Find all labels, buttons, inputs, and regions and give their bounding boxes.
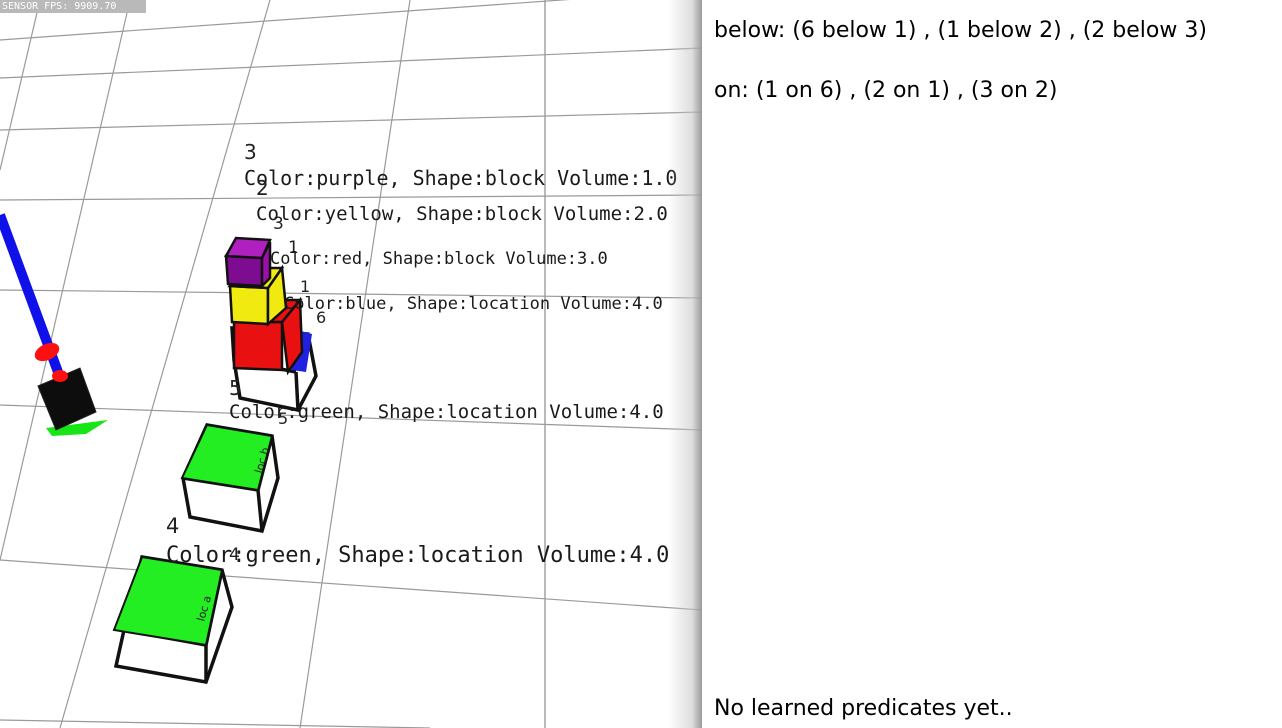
simulation-viewport[interactable]: loc a loc b 3 Color:purple, Shape:block … — [0, 0, 702, 728]
object-4-id: 4 — [166, 514, 180, 538]
object-6-description: Color:blue, Shape:location Volume:4.0 — [284, 294, 663, 314]
object-4-small-id: 4 — [229, 545, 240, 565]
below-label: below: — [714, 18, 786, 43]
below-predicates: below: (6 below 1) , (1 below 2) , (2 be… — [714, 18, 1207, 43]
object-2-id: 2 — [256, 176, 269, 200]
on-pair: (2 on 1) — [863, 78, 950, 103]
block-3-purple — [223, 236, 272, 290]
robot-arm — [0, 213, 108, 436]
object-5-small-id: 5 — [278, 409, 289, 428]
object-6-id: 6 — [316, 308, 327, 327]
object-2-small-id: 1 — [300, 277, 311, 296]
on-predicates: on: (1 on 6) , (2 on 1) , (3 on 2) — [714, 78, 1058, 103]
viewport-edge-shadow — [668, 0, 702, 728]
predicate-panel: below: (6 below 1) , (1 below 2) , (2 be… — [702, 0, 1282, 728]
object-4-description: Color:green, Shape:location Volume:4.0 — [166, 543, 670, 568]
learned-predicates-status: No learned predicates yet.. — [714, 696, 1013, 721]
object-5-id: 5 — [229, 376, 242, 400]
ground-grid — [0, 0, 702, 728]
location-4-top — [112, 555, 224, 647]
object-3-small-id: 3 — [273, 214, 284, 234]
below-pair: (1 below 2) — [937, 18, 1062, 43]
object-2-description: Color:yellow, Shape:block Volume:2.0 — [256, 203, 668, 225]
object-5-description: Color:green, Shape:location Volume:4.0 — [229, 401, 664, 423]
location-5-top — [180, 423, 274, 492]
object-3-description: Color:purple, Shape:block Volume:1.0 — [244, 166, 678, 190]
on-pair: (1 on 6) — [755, 78, 843, 103]
below-pair: (2 below 3) — [1082, 18, 1207, 43]
sensor-fps-readout: SENSOR FPS: 9909.70 — [0, 0, 146, 13]
object-1-description: Color:red, Shape:block Volume:3.0 — [270, 249, 608, 269]
below-pair: (6 below 1) — [792, 18, 917, 43]
on-label: on: — [714, 78, 749, 103]
object-1-id: 1 — [288, 238, 299, 258]
scene-canvas: loc a loc b — [0, 0, 702, 728]
object-3-id: 3 — [244, 140, 257, 164]
on-pair: (3 on 2) — [970, 78, 1058, 103]
